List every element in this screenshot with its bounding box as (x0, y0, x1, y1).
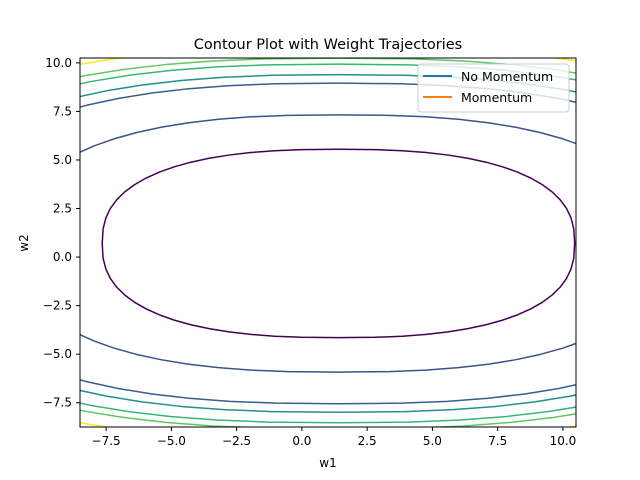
contour-line-1 (101, 148, 576, 339)
y-axis: −7.5 −5.0 −2.5 0.0 2.5 5.0 7.5 10.0 (43, 56, 80, 410)
contour-line-4 (80, 73, 576, 414)
y-axis-label: w2 (17, 234, 31, 251)
x-axis-label: w1 (319, 456, 336, 470)
plot-frame (79, 57, 577, 428)
legend: No Momentum Momentum (417, 63, 570, 113)
y-tick-label: 5.0 (53, 153, 72, 167)
x-tick-label: 7.5 (488, 434, 507, 448)
y-tick-label: 7.5 (53, 104, 72, 118)
chart-title: Contour Plot with Weight Trajectories (194, 37, 462, 53)
y-tick-label: 0.0 (53, 250, 72, 264)
contour-line-3 (80, 82, 576, 405)
x-tick-label: −2.5 (222, 434, 251, 448)
x-tick-label: −5.0 (157, 434, 186, 448)
contour-line-6 (80, 58, 576, 427)
legend-box (417, 63, 570, 113)
y-tick-label: −2.5 (43, 299, 72, 313)
legend-label-no-momentum: No Momentum (461, 69, 553, 84)
x-tick-label: −7.5 (92, 434, 121, 448)
x-tick-label: 10.0 (550, 434, 577, 448)
y-tick-label: −5.0 (43, 347, 72, 361)
contour-line-2 (80, 114, 576, 373)
y-tick-label: 2.5 (53, 202, 72, 216)
x-axis: −7.5 −5.0 −2.5 0.0 2.5 5.0 7.5 10.0 (92, 427, 577, 448)
y-tick-label: −7.5 (43, 396, 72, 410)
contour-line-5 (80, 63, 576, 424)
x-tick-label: 0.0 (292, 434, 311, 448)
y-tick-label: 10.0 (45, 56, 72, 70)
x-tick-label: 2.5 (358, 434, 377, 448)
x-tick-label: 5.0 (423, 434, 442, 448)
legend-label-momentum: Momentum (461, 90, 532, 105)
